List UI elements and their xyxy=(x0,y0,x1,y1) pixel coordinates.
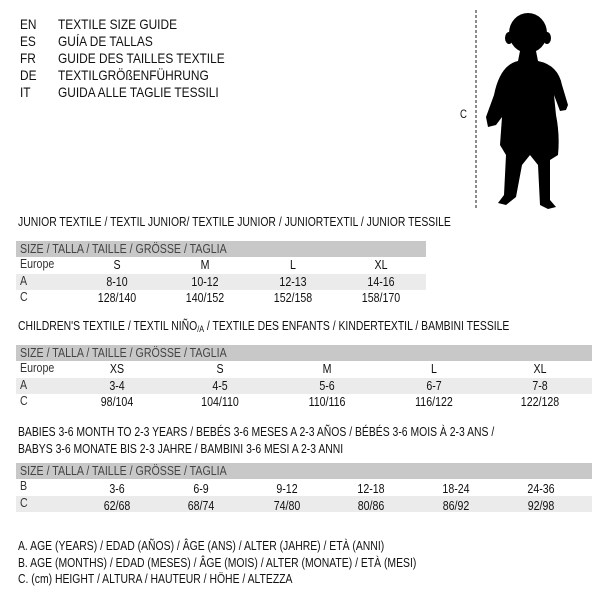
table-cell: 6-7 xyxy=(426,379,442,393)
row-label: A xyxy=(20,378,28,392)
table-cell: 3-6 xyxy=(109,482,125,496)
table-cell: L xyxy=(290,258,296,272)
table-cell: 14-16 xyxy=(367,275,395,289)
table-cell: 5-6 xyxy=(319,379,335,393)
table-cell: 9-12 xyxy=(276,482,298,496)
table-cell: M xyxy=(200,258,210,272)
babies-title-line2: BABYS 3-6 MONATE BIS 2-3 JAHRE / BAMBINI… xyxy=(18,441,344,456)
table-cell: 3-4 xyxy=(109,379,125,393)
table-cell: S xyxy=(113,258,121,272)
children-textile-title: CHILDREN'S TEXTILE / TEXTIL NIÑO/A / TEX… xyxy=(18,318,509,334)
table-cell: 158/170 xyxy=(361,291,401,305)
table-cell: 12-13 xyxy=(279,275,307,289)
row-label: Europe xyxy=(20,257,55,271)
language-title: TEXTILE SIZE GUIDE xyxy=(58,16,178,32)
table-header-row: SIZE / TALLA / TAILLE / GRÖSSE / TAGLIA xyxy=(16,463,592,479)
table-row: C 98/104 104/110 110/116 116/122 122/128 xyxy=(16,394,592,410)
table-cell: 92/98 xyxy=(527,499,555,513)
table-cell: 10-12 xyxy=(191,275,219,289)
table-cell: 8-10 xyxy=(106,275,128,289)
language-title: GUIDA ALLE TAGLIE TESSILI xyxy=(58,84,219,100)
junior-textile-title: JUNIOR TEXTILE / TEXTIL JUNIOR/ TEXTILE … xyxy=(18,214,451,229)
row-label: A xyxy=(20,274,28,288)
table-row: C 62/68 68/74 74/80 80/86 86/92 92/98 xyxy=(16,496,592,513)
row-label: C xyxy=(20,290,28,304)
table-header: SIZE / TALLA / TAILLE / GRÖSSE / TAGLIA xyxy=(20,242,227,256)
babies-size-table: SIZE / TALLA / TAILLE / GRÖSSE / TAGLIA … xyxy=(16,463,592,513)
junior-size-table: SIZE / TALLA / TAILLE / GRÖSSE / TAGLIA … xyxy=(16,241,426,307)
table-header-row: SIZE / TALLA / TAILLE / GRÖSSE / TAGLIA xyxy=(16,345,592,361)
row-label: B xyxy=(20,479,28,493)
table-cell: 86/92 xyxy=(442,499,470,513)
child-silhouette-figure xyxy=(475,10,568,209)
table-row: C 128/140 140/152 152/158 158/170 xyxy=(16,290,426,306)
table-cell: 104/110 xyxy=(201,395,239,409)
table-cell: 80/86 xyxy=(357,499,385,513)
language-title: TEXTILGRÖßENFÜHRUNG xyxy=(58,67,209,83)
legend-height: C. (cm) HEIGHT / ALTURA / HAUTEUR / HÖHE… xyxy=(18,571,293,586)
table-cell: 128/140 xyxy=(97,291,137,305)
table-cell: 98/104 xyxy=(100,395,134,409)
table-cell: 74/80 xyxy=(273,499,301,513)
legend-age-years: A. AGE (YEARS) / EDAD (AÑOS) / ÂGE (ANS)… xyxy=(18,538,385,553)
table-cell: 122/128 xyxy=(520,395,560,409)
table-cell: 68/74 xyxy=(187,499,215,513)
child-silhouette-icon xyxy=(486,13,568,209)
title-text: / TEXTILE DES ENFANTS / KINDERTEXTIL / B… xyxy=(204,318,510,333)
table-header: SIZE / TALLA / TAILLE / GRÖSSE / TAGLIA xyxy=(20,346,227,360)
table-cell: 7-8 xyxy=(532,379,548,393)
language-title: GUIDE DES TAILLES TEXTILE xyxy=(58,50,225,66)
table-cell: 18-24 xyxy=(442,482,470,496)
table-cell: 4-5 xyxy=(212,379,228,393)
table-cell: 12-18 xyxy=(357,482,385,496)
title-text: CHILDREN'S TEXTILE / TEXTIL NIÑO xyxy=(18,318,198,333)
language-title: GUÍA DE TALLAS xyxy=(58,33,153,49)
row-label: Europe xyxy=(20,361,55,375)
children-size-table: SIZE / TALLA / TAILLE / GRÖSSE / TAGLIA … xyxy=(16,345,592,411)
row-label: C xyxy=(20,496,28,510)
language-code: FR xyxy=(20,50,36,66)
table-header-row: SIZE / TALLA / TAILLE / GRÖSSE / TAGLIA xyxy=(16,241,426,257)
language-code: EN xyxy=(20,16,37,32)
table-cell: 24-36 xyxy=(527,482,555,496)
table-cell: L xyxy=(431,362,437,376)
table-row: Europe S M L XL xyxy=(16,257,426,273)
table-cell: 62/68 xyxy=(103,499,131,513)
table-cell: S xyxy=(216,362,224,376)
table-cell: XS xyxy=(109,362,125,376)
table-cell: 152/158 xyxy=(273,291,313,305)
row-label: C xyxy=(20,394,28,408)
table-cell: 110/116 xyxy=(308,395,346,409)
table-header: SIZE / TALLA / TAILLE / GRÖSSE / TAGLIA xyxy=(20,464,227,478)
title-subscript: /A xyxy=(197,324,205,334)
language-code: IT xyxy=(20,84,31,100)
legend-age-months: B. AGE (MONTHS) / EDAD (MESES) / ÂGE (MO… xyxy=(18,555,417,570)
table-cell: XL xyxy=(533,362,547,376)
language-code: ES xyxy=(20,33,36,49)
table-row: A 3-4 4-5 5-6 6-7 7-8 xyxy=(16,378,592,394)
height-measure-label: C xyxy=(460,107,467,121)
table-row: Europe XS S M L XL xyxy=(16,361,592,377)
babies-title-line1: BABIES 3-6 MONTH TO 2-3 YEARS / BEBÉS 3-… xyxy=(18,424,495,439)
table-cell: XL xyxy=(374,258,388,272)
table-row: B 3-6 6-9 9-12 12-18 18-24 24-36 xyxy=(16,479,592,496)
table-cell: 116/122 xyxy=(415,395,453,409)
table-cell: 140/152 xyxy=(185,291,225,305)
language-code: DE xyxy=(20,67,37,83)
table-cell: 6-9 xyxy=(193,482,209,496)
table-row: A 8-10 10-12 12-13 14-16 xyxy=(16,274,426,290)
table-cell: M xyxy=(322,362,332,376)
